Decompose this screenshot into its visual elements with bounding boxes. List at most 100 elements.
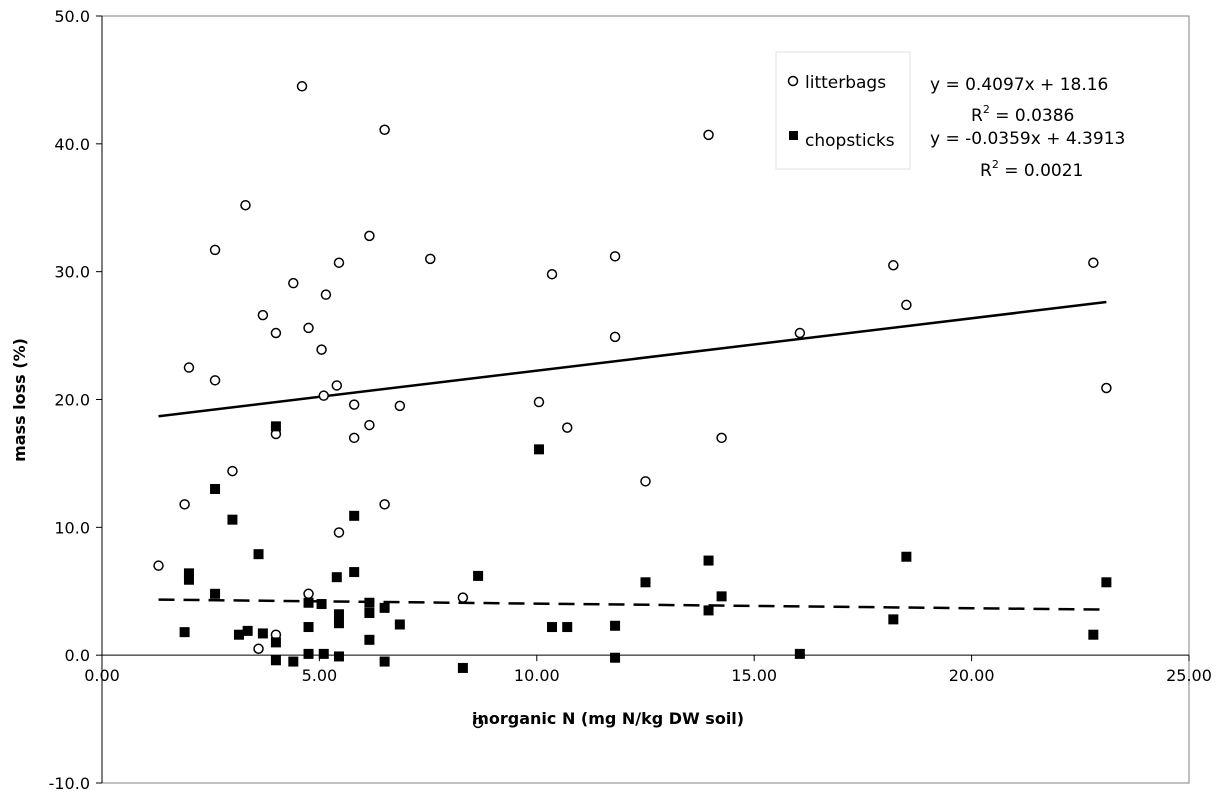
trendline-equations: y = 0.4097x + 18.16 R2 = 0.0386 y = -0.0… <box>930 75 1125 181</box>
litterbags-point <box>333 257 345 268</box>
litterbags-point <box>394 400 406 412</box>
litterbags-point <box>331 380 343 391</box>
chopsticks-point <box>364 634 375 645</box>
chopsticks-point <box>349 567 360 578</box>
litterbags-point <box>561 422 573 433</box>
x-tick-label: 25.00 <box>1166 666 1212 685</box>
chopsticks-point <box>333 651 344 662</box>
y-tick-label: 40.0 <box>54 135 90 154</box>
y-tick-label: 50.0 <box>54 7 90 26</box>
chopsticks-point <box>288 656 299 667</box>
litterbags-point <box>348 432 360 444</box>
litterbags-point <box>320 289 332 300</box>
litterbags-point <box>227 465 238 477</box>
chopsticks-point <box>703 555 714 566</box>
chopsticks-point <box>888 614 899 625</box>
litterbags-point <box>183 362 195 373</box>
chopsticks-trend-equation: y = -0.0359x + 4.3913 <box>930 129 1125 149</box>
y-axis-title: mass loss (%) <box>10 338 29 462</box>
chopsticks-r2-label: R <box>980 161 992 181</box>
chopsticks-point <box>316 599 327 610</box>
chopsticks-point <box>610 620 621 631</box>
chopsticks-point <box>242 625 253 636</box>
chopsticks-point <box>233 629 244 640</box>
litterbags-point <box>379 499 390 510</box>
chopsticks-point <box>210 483 221 494</box>
y-tick-label: 10.0 <box>54 518 90 537</box>
litterbags-point <box>209 244 221 256</box>
chopsticks-point <box>394 619 405 630</box>
litterbags-point <box>348 399 360 410</box>
chopsticks-point <box>533 444 544 455</box>
legend-box <box>775 51 911 170</box>
chopsticks-point <box>318 648 329 659</box>
trend-lines <box>158 300 1107 611</box>
chopsticks-point <box>183 574 194 585</box>
chopsticks-point <box>257 628 268 639</box>
x-tick-label: 15.00 <box>731 666 777 685</box>
litterbags-trendline <box>158 300 1107 418</box>
legend-label-litterbags: litterbags <box>805 73 886 93</box>
chopsticks-point <box>379 602 390 613</box>
x-tick-label: 5.00 <box>302 666 338 685</box>
chopsticks-r2-superscript: 2 <box>992 158 999 171</box>
litterbags-point <box>364 230 375 242</box>
litterbags-point <box>379 124 390 136</box>
chopsticks-point <box>303 597 314 608</box>
chopsticks-point <box>562 622 573 633</box>
litterbags-point <box>457 592 469 603</box>
litterbags-point <box>333 527 345 538</box>
chopsticks-point <box>303 648 314 659</box>
y-tick-label: 20.0 <box>54 391 90 410</box>
data-points <box>153 81 1112 729</box>
chopsticks-point <box>473 570 484 581</box>
litterbags-point <box>609 251 621 262</box>
litterbags-point <box>901 299 912 311</box>
litterbags-point <box>472 717 484 729</box>
litterbags-point <box>179 499 190 510</box>
chopsticks-point <box>333 609 344 620</box>
litterbags-point <box>546 268 558 280</box>
litterbags-point <box>425 253 436 265</box>
x-axis-title: inorganic N (mg N/kg DW soil) <box>472 709 744 728</box>
litterbags-trend-r2: R2 = 0.0386 <box>971 103 1074 126</box>
litterbags-point <box>209 375 221 386</box>
y-tick-label: 30.0 <box>54 263 90 282</box>
legend: litterbags chopsticks <box>775 51 911 170</box>
chopsticks-point <box>1088 629 1099 640</box>
chopsticks-point <box>179 627 190 638</box>
chopsticks-point <box>716 591 727 602</box>
chopsticks-point <box>331 572 342 583</box>
litterbags-point <box>257 309 269 321</box>
litterbags-point <box>640 476 651 487</box>
legend-marker-chopsticks <box>789 131 798 140</box>
legend-marker-litterbags <box>787 75 799 87</box>
chopsticks-point <box>364 607 375 618</box>
litterbags-point <box>1101 382 1112 394</box>
litterbags-trend-equation: y = 0.4097x + 18.16 <box>930 75 1108 95</box>
litterbags-point <box>253 643 264 655</box>
chopsticks-point <box>270 655 281 666</box>
litterbags-point <box>303 588 314 600</box>
litterbags-point <box>794 327 806 339</box>
litterbags-point <box>153 560 164 571</box>
litterbags-point <box>703 129 714 141</box>
chopsticks-point <box>210 588 221 599</box>
chopsticks-point <box>270 421 281 432</box>
chopsticks-trend-r2: R2 = 0.0021 <box>980 158 1083 181</box>
chopsticks-point <box>457 662 468 673</box>
litterbags-point <box>303 322 314 334</box>
x-tick-label: 20.00 <box>949 666 995 685</box>
chopsticks-point <box>183 568 194 579</box>
litterbags-r2-superscript: 2 <box>983 103 990 116</box>
litterbags-r2-label: R <box>971 106 983 126</box>
litterbags-point <box>888 260 899 271</box>
chopsticks-point <box>227 514 238 525</box>
chopsticks-point <box>270 637 281 648</box>
x-axis: 0.00 5.00 10.00 15.00 20.00 25.00 <box>84 654 1212 685</box>
chopsticks-point <box>547 622 558 633</box>
litterbags-point <box>240 199 251 211</box>
y-tick-label: -10.0 <box>49 774 90 793</box>
litterbags-point <box>716 432 727 444</box>
litterbags-point <box>296 81 308 92</box>
